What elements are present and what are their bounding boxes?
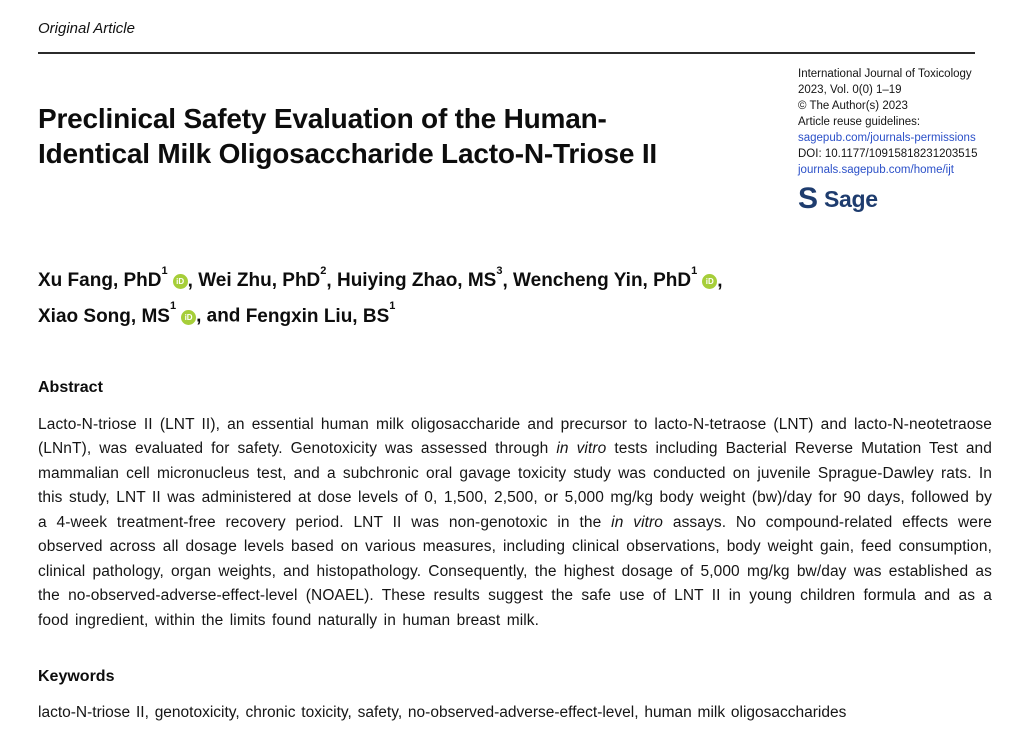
author-name: Wei Zhu, PhD2 (198, 265, 327, 292)
author-separator: , (326, 270, 337, 292)
author-separator: , (717, 270, 723, 292)
author-separator: , (502, 270, 514, 292)
header-rule (38, 52, 975, 54)
author-name: Huiying Zhao, MS3 (336, 265, 503, 292)
author-affiliation-sup: 1 (161, 265, 168, 278)
author-name: Wencheng Yin, PhD1 (513, 265, 698, 292)
keywords-heading: Keywords (38, 668, 115, 685)
volume-issue: 2023, Vol. 0(0) 1–19 (798, 84, 902, 96)
author-separator: , and (196, 305, 246, 327)
keywords-text: lacto-N-triose II, genotoxicity, chronic… (38, 703, 847, 721)
author-affiliation-sup: 1 (691, 265, 698, 278)
orcid-icon[interactable]: iD (702, 274, 718, 290)
author-affiliation-sup: 2 (320, 265, 327, 278)
authors-line: Xu Fang, PhD1iD, Wei Zhu, PhD2, Huiying … (38, 261, 948, 332)
journal-home-link[interactable]: journals.sagepub.com/home/ijt (798, 164, 954, 176)
journal-info-block: International Journal of Toxicology 2023… (798, 66, 978, 215)
sage-s-icon: S (798, 182, 819, 215)
abstract-text: Lacto-N-triose II (LNT II), an essential… (38, 415, 993, 629)
orcid-icon[interactable]: iD (181, 309, 197, 325)
abstract-section: Abstract Lacto-N-triose II (LNT II), an … (38, 379, 992, 649)
sage-logo: S Sage (798, 182, 977, 215)
author-affiliation-sup: 1 (169, 300, 177, 313)
author-name: Xu Fang, PhD1 (38, 265, 168, 292)
copyright-line: © The Author(s) 2023 (798, 100, 908, 112)
permissions-link[interactable]: sagepub.com/journals-permissions (798, 132, 976, 144)
doi-line: DOI: 10.1177/10915818231203515 (798, 148, 978, 160)
article-type-label: Original Article (38, 20, 135, 37)
author-affiliation-sup: 1 (389, 300, 396, 313)
journal-name: International Journal of Toxicology (798, 68, 972, 80)
reuse-guidelines-label: Article reuse guidelines: (798, 116, 921, 128)
keywords-section: Keywords lacto-N-triose II, genotoxicity… (38, 668, 992, 739)
orcid-icon[interactable]: iD (172, 274, 188, 290)
author-name: Fengxin Liu, BS1 (245, 300, 396, 327)
author-affiliation-sup: 3 (496, 265, 503, 278)
abstract-heading: Abstract (38, 379, 103, 396)
paper-title: Preclinical Safety Evaluation of the Hum… (38, 102, 658, 169)
sage-wordmark: Sage (824, 186, 878, 212)
author-name: Xiao Song, MS1 (38, 300, 177, 327)
author-separator: , (187, 270, 199, 292)
